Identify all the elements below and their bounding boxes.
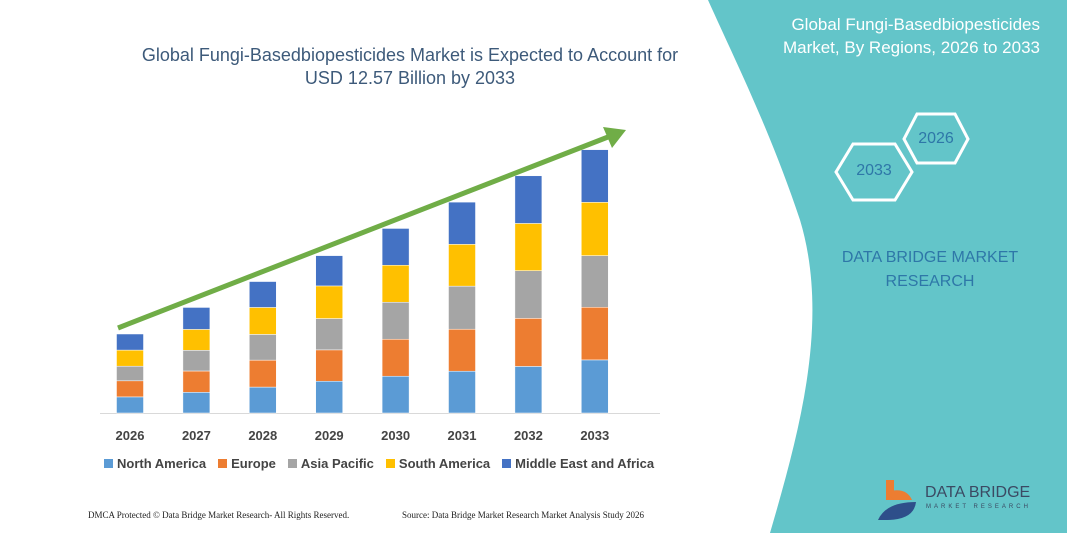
brand-text: DATA BRIDGE MARKET RESEARCH	[841, 249, 1019, 290]
logo-text: DATA BRIDGE	[925, 484, 1031, 501]
bar-segment-2033	[581, 359, 609, 414]
bar-segment-2027	[182, 370, 211, 393]
logo-icon	[878, 480, 916, 520]
bar-segment-2033	[581, 255, 609, 308]
bar-segment-2030	[381, 338, 410, 377]
bar-segment-2029	[315, 318, 343, 351]
trend-arrow-head	[603, 127, 626, 148]
bar-segment-2032	[514, 270, 543, 319]
x-tick-label: 2027	[182, 428, 211, 443]
legend-item: North America	[104, 456, 206, 471]
bar-segment-2031	[448, 244, 476, 287]
bar-segment-2029	[315, 380, 343, 414]
bar-segment-2028	[249, 334, 277, 361]
x-tick-label: 2031	[448, 428, 477, 443]
bar-segment-2027	[182, 350, 211, 372]
legend-label: Middle East and Africa	[515, 456, 655, 471]
bar-segment-2026	[116, 365, 144, 382]
bar-segment-2033	[581, 149, 609, 203]
legend-swatch	[502, 459, 512, 468]
x-tick-label: 2029	[315, 428, 344, 443]
bar-segment-2027	[182, 329, 211, 351]
hexagon-2033	[834, 142, 914, 202]
footer-source: Source: Data Bridge Market Research Mark…	[402, 510, 644, 520]
legend-label: South America	[398, 456, 491, 471]
bar-segment-2030	[381, 301, 410, 340]
bar-segment-2027	[182, 307, 211, 330]
bar-segment-2029	[315, 349, 343, 382]
bar-segment-2030	[381, 228, 410, 266]
legend-label: North America	[117, 456, 207, 471]
bar-segment-2031	[448, 370, 476, 414]
bar-segment-2033	[581, 306, 609, 361]
trend-arrow	[117, 134, 609, 331]
legend-label: Asia Pacific	[300, 456, 374, 471]
hex-label-2026: 2026	[918, 130, 954, 147]
bar-segment-2032	[514, 318, 543, 367]
x-tick-label: 2028	[248, 428, 277, 443]
legend-label: Europe	[231, 456, 276, 471]
legend-item: Middle East and Africa	[502, 456, 654, 471]
legend-swatch	[218, 459, 228, 468]
bar-segment-2027	[182, 392, 211, 414]
x-tick-label: 2032	[514, 428, 543, 443]
legend: North America Europe Asia Pacific South Ame…	[104, 456, 654, 471]
logo-subtext: MARKET RESEARCH	[926, 504, 1031, 510]
bar-segment-2029	[315, 285, 343, 319]
bar-segment-2028	[249, 386, 277, 414]
bar-segment-2031	[448, 201, 476, 245]
x-tick-label: 2033	[580, 428, 609, 443]
bar-segment-2031	[448, 285, 476, 330]
bar-segment-2026	[116, 349, 144, 367]
bar-segment-2026	[116, 396, 144, 414]
bar-segment-2032	[514, 223, 543, 271]
hex-label-2033: 2033	[856, 162, 892, 179]
bar-segment-2028	[249, 307, 277, 335]
bar-segment-2032	[514, 175, 543, 224]
legend-swatch	[385, 459, 395, 468]
x-tick-label: 2030	[381, 428, 410, 443]
x-tick-label: 2026	[116, 428, 145, 443]
chart-title: Global Fungi-Basedbiopesticides Market i…	[141, 45, 679, 88]
bar-segment-2028	[249, 359, 277, 388]
legend-item: Asia Pacific	[287, 456, 374, 471]
bar-segment-2030	[381, 264, 410, 303]
bar-segment-2031	[448, 328, 476, 372]
hexagon-2026	[902, 112, 970, 165]
stacked-bar-chart: 2026 2027 2028 2029 2030 2031 2032 2033	[100, 127, 660, 443]
bar-segment-2026	[116, 380, 144, 398]
legend-swatch	[287, 459, 297, 468]
bar-segment-2029	[315, 255, 343, 287]
side-title: Global Fungi-Basedbiopesticides Market, …	[782, 15, 1040, 57]
footer-copyright: DMCA Protected © Data Bridge Market Rese…	[88, 510, 350, 520]
bar-segment-2026	[116, 333, 144, 351]
legend-item: South America	[385, 456, 491, 471]
bar-segment-2032	[514, 366, 543, 414]
legend-item: Europe	[218, 456, 276, 471]
bar-segment-2030	[381, 375, 410, 414]
bar-segment-2033	[581, 202, 609, 256]
bar-segment-2028	[249, 281, 277, 308]
legend-swatch	[104, 459, 113, 468]
